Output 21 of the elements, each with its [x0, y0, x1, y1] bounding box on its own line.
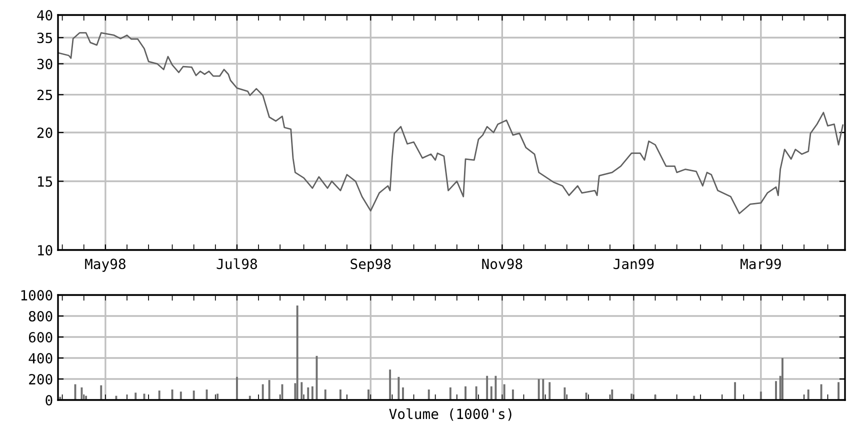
y-tick-label: 800 [28, 311, 52, 322]
y-tick-label: 25 [37, 90, 52, 100]
y-tick-label: 200 [29, 374, 52, 385]
y-tick-label: 600 [28, 332, 52, 343]
y-tick-label: 30 [37, 58, 52, 70]
x-tick-label: Jan99 [614, 258, 654, 270]
x-tick-label: Mar99 [740, 258, 781, 270]
y-tick-label: 35 [37, 32, 52, 44]
y-tick-label: 10 [38, 245, 52, 256]
line-series [58, 32, 844, 214]
x-axis-title: Volume (1000's) [389, 408, 512, 421]
y-tick-label: 1000 [21, 290, 52, 301]
y-tick-label: 20 [37, 128, 52, 138]
y-tick-label: 15 [38, 176, 52, 187]
y-tick-label: 400 [28, 353, 52, 364]
y-tick-label: 0 [46, 395, 52, 406]
x-tick-label: Nov98 [482, 258, 522, 270]
x-tick-label: Sep98 [350, 258, 391, 272]
x-tick-label: May98 [85, 258, 126, 272]
x-tick-label: Jul98 [216, 258, 257, 270]
y-tick-label: 40 [37, 10, 52, 21]
